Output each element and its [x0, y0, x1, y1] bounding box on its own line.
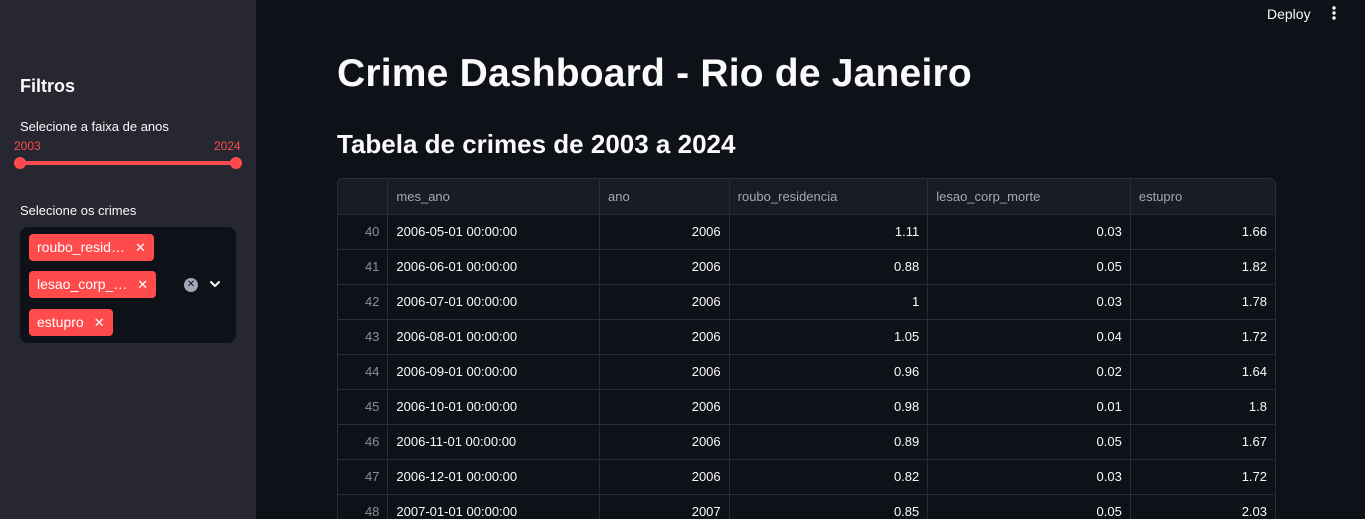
years-slider-label: Selecione a faixa de anos — [20, 119, 169, 134]
table-cell[interactable]: 1.82 — [1130, 249, 1275, 285]
table-cell[interactable]: 0.01 — [927, 389, 1131, 425]
table-cell[interactable]: 2.03 — [1130, 494, 1275, 519]
table-cell[interactable]: 1.72 — [1130, 319, 1275, 355]
row-index-cell[interactable]: 43 — [338, 319, 389, 355]
column-header-mes-ano[interactable]: mes_ano — [387, 179, 601, 215]
table-cell[interactable]: 0.98 — [729, 389, 929, 425]
table-cell[interactable]: 1.8 — [1130, 389, 1275, 425]
table-cell[interactable]: 0.85 — [729, 494, 929, 519]
table-cell[interactable]: 0.96 — [729, 354, 929, 390]
years-slider-track[interactable] — [20, 161, 236, 165]
sidebar-title: Filtros — [20, 76, 76, 96]
table-row: 46 2006-11-01 00:00:00 2006 0.89 0.05 1.67 — [338, 424, 1275, 460]
table-cell[interactable]: 2006-08-01 00:00:00 — [387, 319, 601, 355]
crimes-multiselect[interactable]: roubo_resid… ✕ lesao_corp_… ✕ estupro ✕ … — [20, 227, 236, 343]
row-index-cell[interactable]: 48 — [338, 494, 389, 519]
table-cell[interactable]: 1.78 — [1130, 284, 1275, 320]
more-vertical-icon[interactable] — [1329, 4, 1339, 24]
row-index-cell[interactable]: 42 — [338, 284, 389, 320]
sidebar: Filtros Selecione a faixa de anos 2003 2… — [0, 0, 256, 519]
table-cell[interactable]: 2006 — [599, 249, 730, 285]
table-cell[interactable]: 1.64 — [1130, 354, 1275, 390]
table-row: 47 2006-12-01 00:00:00 2006 0.82 0.03 1.72 — [338, 459, 1275, 495]
column-header-lesao-corp-morte[interactable]: lesao_corp_morte — [927, 179, 1131, 215]
deploy-button[interactable]: Deploy — [1267, 6, 1311, 22]
table-cell[interactable]: 2006-12-01 00:00:00 — [387, 459, 601, 495]
table-row: 45 2006-10-01 00:00:00 2006 0.98 0.01 1.8 — [338, 389, 1275, 425]
close-icon[interactable]: ✕ — [93, 315, 105, 330]
table-cell[interactable]: 2006-09-01 00:00:00 — [387, 354, 601, 390]
table-cell[interactable]: 1.66 — [1130, 214, 1275, 250]
slider-min-thumb[interactable] — [14, 157, 26, 169]
table-cell[interactable]: 0.05 — [927, 249, 1131, 285]
table-cell[interactable]: 2006-07-01 00:00:00 — [387, 284, 601, 320]
table-cell[interactable]: 2007-01-01 00:00:00 — [387, 494, 601, 519]
table-cell[interactable]: 0.04 — [927, 319, 1131, 355]
table-row: 44 2006-09-01 00:00:00 2006 0.96 0.02 1.64 — [338, 354, 1275, 390]
row-index-cell[interactable]: 46 — [338, 424, 389, 460]
table-row: 42 2006-07-01 00:00:00 2006 1 0.03 1.78 — [338, 284, 1275, 320]
table-cell[interactable]: 0.03 — [927, 284, 1131, 320]
row-index-cell[interactable]: 47 — [338, 459, 389, 495]
table-cell[interactable]: 0.03 — [927, 459, 1131, 495]
table-cell[interactable]: 2006-06-01 00:00:00 — [387, 249, 601, 285]
table-row: 40 2006-05-01 00:00:00 2006 1.11 0.03 1.66 — [338, 214, 1275, 250]
table-row: 48 2007-01-01 00:00:00 2007 0.85 0.05 2.03 — [338, 494, 1275, 519]
table-cell[interactable]: 1.11 — [729, 214, 929, 250]
column-header-ano[interactable]: ano — [599, 179, 730, 215]
close-icon[interactable]: ✕ — [134, 240, 146, 255]
table-cell[interactable]: 2006 — [599, 459, 730, 495]
table-cell[interactable]: 1 — [729, 284, 929, 320]
table-cell[interactable]: 2006 — [599, 284, 730, 320]
page-title: Crime Dashboard - Rio de Janeiro — [337, 52, 972, 95]
crime-tag-label: roubo_resid… — [37, 239, 125, 255]
table-cell[interactable]: 2006 — [599, 389, 730, 425]
table-cell[interactable]: 1.67 — [1130, 424, 1275, 460]
table-cell[interactable]: 0.05 — [927, 424, 1131, 460]
table-cell[interactable]: 2006 — [599, 319, 730, 355]
slider-min-value: 2003 — [14, 139, 41, 153]
section-subtitle: Tabela de crimes de 2003 a 2024 — [337, 129, 736, 159]
crime-tag[interactable]: lesao_corp_… ✕ — [29, 271, 157, 298]
table-cell[interactable]: 2006-05-01 00:00:00 — [387, 214, 601, 250]
column-header-estupro[interactable]: estupro — [1130, 179, 1275, 215]
table-cell[interactable]: 0.82 — [729, 459, 929, 495]
chevron-down-icon[interactable] — [208, 277, 222, 291]
table-cell[interactable]: 1.72 — [1130, 459, 1275, 495]
table-cell[interactable]: 2006 — [599, 424, 730, 460]
crime-tag[interactable]: roubo_resid… ✕ — [29, 234, 154, 261]
table-cell[interactable]: 2006-10-01 00:00:00 — [387, 389, 601, 425]
row-index-cell[interactable]: 40 — [338, 214, 389, 250]
close-icon[interactable]: ✕ — [137, 277, 149, 292]
row-index-cell[interactable]: 45 — [338, 389, 389, 425]
slider-max-value: 2024 — [214, 139, 241, 153]
crime-tag-label: estupro — [37, 314, 84, 330]
crimes-table[interactable]: mes_ano ano roubo_residencia lesao_corp_… — [337, 178, 1276, 519]
crime-tag[interactable]: estupro ✕ — [29, 309, 113, 336]
slider-max-thumb[interactable] — [230, 157, 242, 169]
table-cell[interactable]: 1.05 — [729, 319, 929, 355]
table-header-row: mes_ano ano roubo_residencia lesao_corp_… — [338, 179, 1275, 215]
table-cell[interactable]: 0.03 — [927, 214, 1131, 250]
table-cell[interactable]: 0.89 — [729, 424, 929, 460]
table-cell[interactable]: 2007 — [599, 494, 730, 519]
table-row: 41 2006-06-01 00:00:00 2006 0.88 0.05 1.82 — [338, 249, 1275, 285]
crimes-select-label: Selecione os crimes — [20, 203, 137, 218]
table-cell[interactable]: 0.88 — [729, 249, 929, 285]
table-cell[interactable]: 0.05 — [927, 494, 1131, 519]
table-cell[interactable]: 2006-11-01 00:00:00 — [387, 424, 601, 460]
table-row: 43 2006-08-01 00:00:00 2006 1.05 0.04 1.72 — [338, 319, 1275, 355]
column-header-roubo-residencia[interactable]: roubo_residencia — [729, 179, 929, 215]
row-index-cell[interactable]: 44 — [338, 354, 389, 390]
table-cell[interactable]: 0.02 — [927, 354, 1131, 390]
row-index-cell[interactable]: 41 — [338, 249, 389, 285]
table-cell[interactable]: 2006 — [599, 214, 730, 250]
clear-all-icon[interactable]: ✕ — [184, 278, 198, 292]
crime-tag-label: lesao_corp_… — [37, 276, 128, 292]
column-header-index[interactable] — [338, 179, 389, 215]
table-cell[interactable]: 2006 — [599, 354, 730, 390]
